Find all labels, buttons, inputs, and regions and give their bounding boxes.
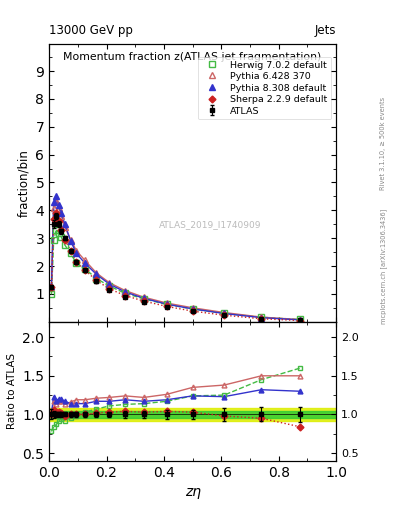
Sherpa 2.2.9 default <box>83 267 87 273</box>
X-axis label: zη: zη <box>185 485 200 499</box>
Herwig 7.0.2 default <box>62 242 67 248</box>
Pythia 8.308 default <box>298 317 303 323</box>
Sherpa 2.2.9 default <box>123 292 127 298</box>
Herwig 7.0.2 default <box>59 233 64 240</box>
Text: Rivet 3.1.10, ≥ 500k events: Rivet 3.1.10, ≥ 500k events <box>380 97 386 190</box>
Herwig 7.0.2 default <box>56 229 61 236</box>
Line: Pythia 8.308 default: Pythia 8.308 default <box>49 194 303 323</box>
Pythia 8.308 default <box>51 199 56 205</box>
Pythia 6.428 370 <box>94 270 99 276</box>
Pythia 6.428 370 <box>107 280 112 286</box>
Y-axis label: Ratio to ATLAS: Ratio to ATLAS <box>7 353 17 430</box>
Pythia 8.308 default <box>141 295 146 302</box>
Pythia 6.428 370 <box>51 204 56 210</box>
Pythia 6.428 370 <box>298 316 303 323</box>
Sherpa 2.2.9 default <box>259 316 264 322</box>
Pythia 8.308 default <box>59 210 64 216</box>
Sherpa 2.2.9 default <box>54 210 59 216</box>
Text: 13000 GeV pp: 13000 GeV pp <box>49 24 133 37</box>
Pythia 6.428 370 <box>74 248 79 254</box>
Sherpa 2.2.9 default <box>56 219 61 225</box>
Pythia 8.308 default <box>123 289 127 295</box>
Herwig 7.0.2 default <box>259 314 264 321</box>
Herwig 7.0.2 default <box>94 275 99 282</box>
Pythia 8.308 default <box>259 314 264 321</box>
Pythia 8.308 default <box>164 301 169 307</box>
Pythia 6.428 370 <box>83 258 87 264</box>
Sherpa 2.2.9 default <box>141 298 146 304</box>
Sherpa 2.2.9 default <box>49 284 54 290</box>
Herwig 7.0.2 default <box>190 306 195 312</box>
Legend: Herwig 7.0.2 default, Pythia 6.428 370, Pythia 8.308 default, Sherpa 2.2.9 defau: Herwig 7.0.2 default, Pythia 6.428 370, … <box>198 57 331 119</box>
Herwig 7.0.2 default <box>222 310 226 316</box>
Pythia 6.428 370 <box>68 237 73 243</box>
Sherpa 2.2.9 default <box>190 308 195 314</box>
Text: ATLAS_2019_I1740909: ATLAS_2019_I1740909 <box>158 220 261 229</box>
Herwig 7.0.2 default <box>68 250 73 257</box>
Sherpa 2.2.9 default <box>68 248 73 254</box>
Pythia 6.428 370 <box>59 213 64 219</box>
Text: Jets: Jets <box>314 24 336 37</box>
Herwig 7.0.2 default <box>298 316 303 323</box>
Line: Herwig 7.0.2 default: Herwig 7.0.2 default <box>49 227 303 322</box>
Pythia 8.308 default <box>68 238 73 244</box>
Text: mcplots.cern.ch [arXiv:1306.3436]: mcplots.cern.ch [arXiv:1306.3436] <box>380 208 387 324</box>
Herwig 7.0.2 default <box>141 296 146 302</box>
Herwig 7.0.2 default <box>107 283 112 289</box>
Sherpa 2.2.9 default <box>59 227 64 233</box>
Pythia 6.428 370 <box>141 294 146 300</box>
Y-axis label: fraction/bin: fraction/bin <box>17 148 30 217</box>
Pythia 8.308 default <box>83 260 87 266</box>
Pythia 8.308 default <box>54 194 59 200</box>
Pythia 8.308 default <box>56 202 61 208</box>
Sherpa 2.2.9 default <box>164 303 169 309</box>
Pythia 6.428 370 <box>190 305 195 311</box>
Pythia 6.428 370 <box>49 284 54 290</box>
Pythia 6.428 370 <box>164 300 169 306</box>
Line: Pythia 6.428 370: Pythia 6.428 370 <box>49 198 303 323</box>
Sherpa 2.2.9 default <box>107 286 112 292</box>
Sherpa 2.2.9 default <box>298 317 303 324</box>
Sherpa 2.2.9 default <box>222 312 226 318</box>
Pythia 8.308 default <box>62 221 67 227</box>
Herwig 7.0.2 default <box>49 291 54 297</box>
Text: Momentum fraction z(ATLAS jet fragmentation): Momentum fraction z(ATLAS jet fragmentat… <box>63 52 322 62</box>
Herwig 7.0.2 default <box>51 237 56 243</box>
Sherpa 2.2.9 default <box>62 237 67 243</box>
Pythia 6.428 370 <box>54 198 59 204</box>
Herwig 7.0.2 default <box>74 260 79 266</box>
Pythia 6.428 370 <box>56 204 61 210</box>
Pythia 8.308 default <box>94 271 99 278</box>
Pythia 8.308 default <box>222 310 226 316</box>
Pythia 8.308 default <box>74 250 79 257</box>
Pythia 8.308 default <box>190 306 195 312</box>
Herwig 7.0.2 default <box>123 290 127 296</box>
Pythia 6.428 370 <box>123 287 127 293</box>
Herwig 7.0.2 default <box>54 227 59 233</box>
Sherpa 2.2.9 default <box>94 278 99 284</box>
Pythia 8.308 default <box>107 281 112 287</box>
Herwig 7.0.2 default <box>83 266 87 272</box>
Pythia 8.308 default <box>49 283 54 289</box>
Sherpa 2.2.9 default <box>74 259 79 265</box>
Sherpa 2.2.9 default <box>51 216 56 222</box>
Pythia 6.428 370 <box>62 224 67 230</box>
Pythia 6.428 370 <box>222 309 226 315</box>
Line: Sherpa 2.2.9 default: Sherpa 2.2.9 default <box>49 210 303 323</box>
Pythia 6.428 370 <box>259 314 264 320</box>
Herwig 7.0.2 default <box>164 302 169 308</box>
